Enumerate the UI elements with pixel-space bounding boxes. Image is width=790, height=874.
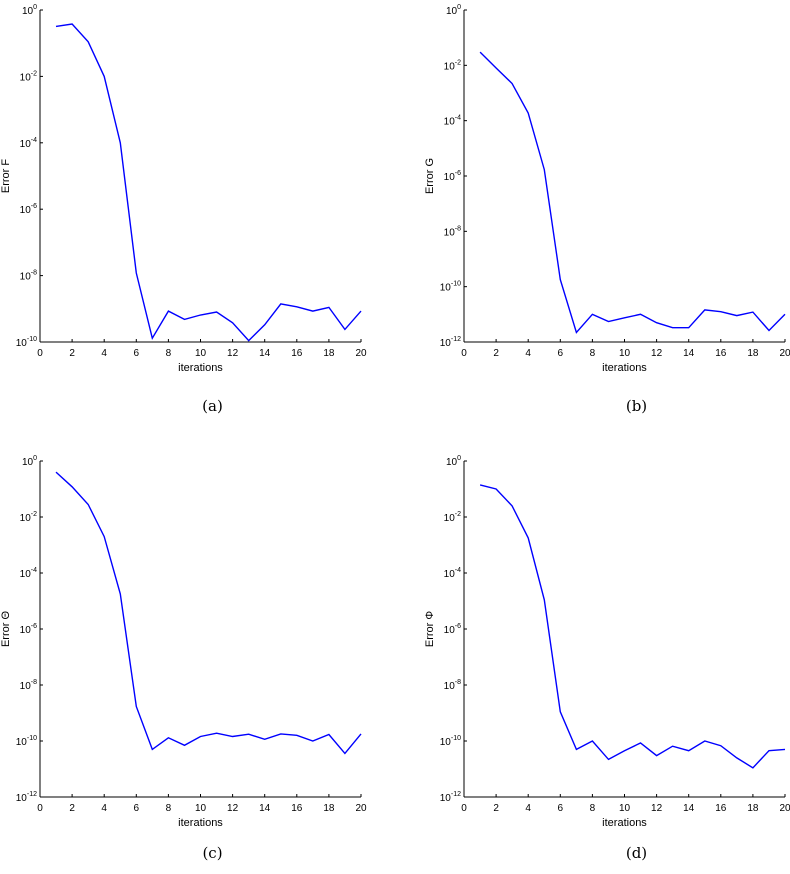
x-axis-label: iterations (178, 817, 223, 829)
x-tick-label: 10 (195, 803, 207, 814)
x-tick-label: 0 (461, 803, 467, 814)
x-tick-label: 0 (461, 348, 467, 359)
y-tick-label: 10-10 (16, 336, 37, 349)
error-series-line (479, 484, 786, 769)
y-tick-label: 10-2 (444, 511, 461, 524)
y-tick-label: 100 (446, 4, 461, 17)
x-tick-label: 14 (259, 803, 271, 814)
y-tick-label: 10-10 (440, 281, 461, 294)
x-tick-label: 10 (619, 348, 631, 359)
x-tick-label: 18 (323, 803, 335, 814)
y-axis-label: Error Φ (424, 611, 436, 648)
chart-panel-a: 0 2 4 6 8 10 12 14 16 18 20 100 10-2 10-4 10-6 10-8 10-1… (0, 4, 367, 415)
x-tick-label: 6 (134, 348, 140, 359)
y-axis-label: Error F (0, 159, 12, 194)
y-tick-label: 10-2 (444, 59, 461, 72)
y-tick-label: 10-2 (20, 70, 37, 83)
x-axis-label: iterations (602, 362, 647, 374)
y-tick-label: 100 (446, 455, 461, 468)
x-tick-label: 14 (259, 348, 271, 359)
x-tick-label: 20 (355, 803, 367, 814)
x-tick-label: 0 (37, 803, 43, 814)
x-tick-label: 18 (323, 348, 335, 359)
y-tick-label: 10-8 (444, 679, 461, 692)
y-tick-label: 10-12 (440, 336, 461, 349)
x-tick-label: 12 (651, 803, 663, 814)
x-tick-label: 4 (525, 348, 531, 359)
x-tick-label: 20 (779, 803, 790, 814)
y-tick-label: 10-4 (444, 115, 461, 128)
x-axis-label: iterations (602, 817, 647, 829)
x-tick-label: 12 (227, 348, 239, 359)
x-tick-label: 8 (166, 803, 172, 814)
x-tick-label: 2 (69, 803, 75, 814)
y-tick-label: 10-4 (20, 137, 37, 150)
x-tick-label: 20 (779, 348, 790, 359)
panel-caption: (a) (202, 397, 223, 415)
panel-caption: (d) (626, 844, 647, 862)
x-tick-label: 2 (493, 803, 499, 814)
chart-panel-c: 0 2 4 6 8 10 12 14 16 18 20 100 10-2 10-4 10-6 10-8 10-1… (0, 455, 367, 862)
y-tick-label: 10-10 (16, 735, 37, 748)
x-tick-label: 6 (558, 348, 564, 359)
x-tick-label: 18 (747, 803, 759, 814)
x-tick-label: 2 (69, 348, 75, 359)
x-tick-label: 18 (747, 348, 759, 359)
y-tick-label: 10-10 (440, 735, 461, 748)
x-tick-label: 0 (37, 348, 43, 359)
x-axis-label: iterations (178, 362, 223, 374)
x-tick-label: 16 (291, 803, 303, 814)
x-tick-label: 4 (101, 348, 107, 359)
y-tick-label: 10-12 (16, 791, 37, 804)
x-tick-label: 6 (134, 803, 140, 814)
chart-panel-d: 0 2 4 6 8 10 12 14 16 18 20 100 10-2 10-4 10-6 10-8 10-1… (424, 455, 790, 862)
y-tick-label: 10-12 (440, 791, 461, 804)
x-tick-label: 20 (355, 348, 367, 359)
x-tick-label: 8 (590, 803, 596, 814)
y-tick-label: 10-4 (444, 567, 461, 580)
y-tick-label: 10-6 (20, 203, 37, 216)
x-tick-label: 6 (558, 803, 564, 814)
panel-caption: (c) (202, 844, 222, 862)
x-tick-label: 16 (715, 803, 727, 814)
x-tick-label: 4 (101, 803, 107, 814)
y-tick-label: 10-6 (444, 623, 461, 636)
x-tick-label: 12 (227, 803, 239, 814)
x-tick-label: 4 (525, 803, 531, 814)
y-tick-label: 10-2 (20, 511, 37, 524)
x-tick-label: 10 (195, 348, 207, 359)
panel-caption: (b) (626, 397, 647, 415)
x-tick-label: 12 (651, 348, 663, 359)
error-series-line (479, 51, 786, 334)
y-tick-label: 10-6 (20, 623, 37, 636)
x-tick-label: 8 (166, 348, 172, 359)
y-tick-label: 10-6 (444, 170, 461, 183)
x-tick-label: 14 (683, 348, 695, 359)
x-tick-label: 16 (715, 348, 727, 359)
y-axis-label: Error G (424, 158, 436, 194)
x-tick-label: 14 (683, 803, 695, 814)
y-tick-label: 100 (22, 4, 37, 17)
error-series-line (55, 23, 362, 342)
y-tick-label: 10-8 (20, 679, 37, 692)
y-tick-label: 10-4 (20, 567, 37, 580)
y-tick-label: 100 (22, 455, 37, 468)
y-tick-label: 10-8 (20, 270, 37, 283)
x-tick-label: 8 (590, 348, 596, 359)
chart-panel-b: 0 2 4 6 8 10 12 14 16 18 20 100 10-2 10-4 10-6 10-8 10-1… (424, 4, 790, 415)
x-tick-label: 16 (291, 348, 303, 359)
y-axis-label: Error Θ (0, 611, 12, 648)
x-tick-label: 10 (619, 803, 631, 814)
x-tick-label: 2 (493, 348, 499, 359)
y-tick-label: 10-8 (444, 225, 461, 238)
error-series-line (55, 471, 362, 755)
